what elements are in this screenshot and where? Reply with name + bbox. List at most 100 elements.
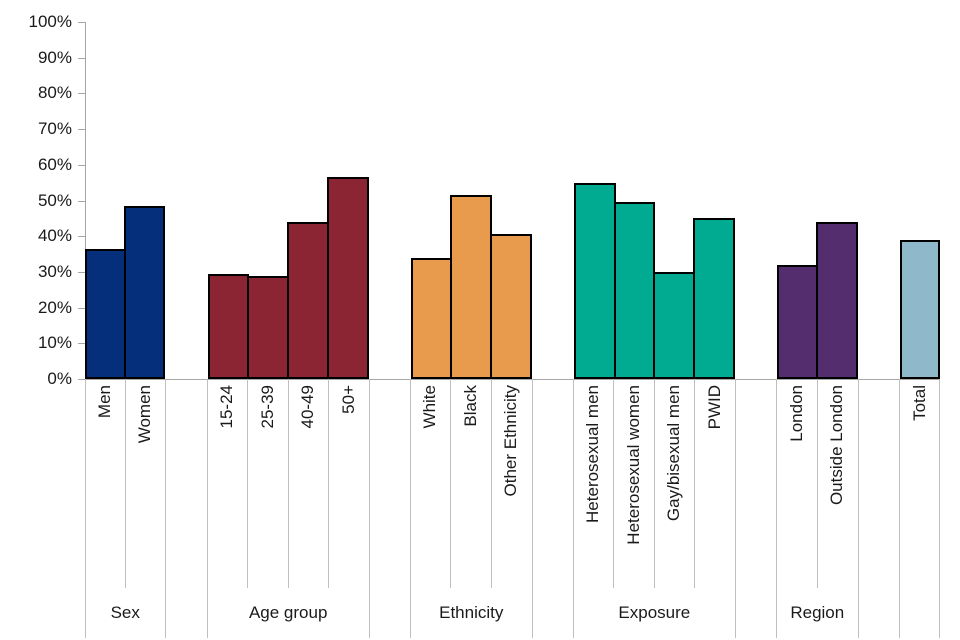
bar xyxy=(490,234,532,379)
bar-label: London xyxy=(786,385,806,442)
bar-label: Black xyxy=(460,385,480,427)
y-tick-label: 50% xyxy=(37,190,72,210)
x-axis-line xyxy=(85,379,940,380)
group-bars xyxy=(85,22,166,379)
y-tick-label: 20% xyxy=(37,297,72,317)
bar-label-cell: Women xyxy=(124,379,166,588)
bar-label-cell: Heterosexual women xyxy=(613,379,653,588)
bar xyxy=(450,195,493,379)
y-tick-label: 100% xyxy=(28,12,72,31)
bar-label: 15-24 xyxy=(217,385,237,429)
y-tick-label: 80% xyxy=(37,83,72,103)
group-bars xyxy=(207,22,369,379)
bar-label: White xyxy=(420,385,440,429)
bar-label-cell: London xyxy=(777,379,817,588)
y-tick-mark xyxy=(78,379,85,380)
group-bars xyxy=(777,22,858,379)
group-label xyxy=(900,588,940,638)
bar-label: Outside London xyxy=(827,385,847,506)
bar xyxy=(613,202,656,379)
bar-label-cell: Heterosexual men xyxy=(574,379,613,588)
y-tick-mark xyxy=(78,236,85,238)
y-tick-label: 60% xyxy=(37,154,72,174)
y-tick-label: 0% xyxy=(47,369,72,388)
bar xyxy=(85,248,127,379)
bar-label: Men xyxy=(94,385,114,419)
bar-label: 25-39 xyxy=(257,385,277,429)
group-gap xyxy=(165,22,208,638)
bar-label-row: London Outside London xyxy=(777,379,857,588)
group-total: Total xyxy=(899,22,940,638)
y-tick-mark xyxy=(78,164,85,166)
y-tick-mark xyxy=(78,22,85,23)
group-region: London Outside London Region xyxy=(777,22,858,638)
bar-label: 50+ xyxy=(338,385,358,414)
bar-label-row: 15-24 25-39 40-49 50+ xyxy=(208,379,369,588)
bar-label-cell: 40-49 xyxy=(287,379,328,588)
group-bars xyxy=(899,22,940,379)
bar-label-row: Men Women xyxy=(85,379,165,588)
group-gap xyxy=(368,22,411,638)
gap-cell xyxy=(531,379,574,638)
bar-label-cell: White xyxy=(411,379,451,588)
plot-area: Men Women Sex 15-24 25-39 40-49 50+ Age … xyxy=(85,22,940,638)
bar-label-cell: 50+ xyxy=(328,379,368,588)
y-tick-label: 30% xyxy=(37,261,72,281)
bar xyxy=(410,257,453,379)
bar xyxy=(207,273,250,379)
bar xyxy=(777,264,819,379)
gap-cell xyxy=(857,379,900,638)
y-tick-mark xyxy=(78,129,85,131)
y-axis-ticks xyxy=(78,22,85,380)
y-tick-label: 40% xyxy=(37,226,72,246)
group-label: Region xyxy=(790,603,845,622)
gap-cell xyxy=(368,379,411,638)
bar-label-row: Heterosexual men Heterosexual women Gay/… xyxy=(574,379,735,588)
bar xyxy=(653,271,696,379)
bar-label: 40-49 xyxy=(298,385,318,429)
bar-label-cell: Gay/bisexual men xyxy=(653,379,694,588)
bar-label-cell: Black xyxy=(450,379,491,588)
y-tick-mark xyxy=(78,271,85,273)
group-age: 15-24 25-39 40-49 50+ Age group xyxy=(207,22,369,638)
group-gap xyxy=(734,22,778,638)
y-tick-mark xyxy=(78,57,85,59)
category-border-line xyxy=(939,379,940,638)
y-tick-mark xyxy=(78,93,85,95)
bar-label-cell: Men xyxy=(85,379,125,588)
group-gap xyxy=(857,22,900,638)
y-tick-mark xyxy=(78,200,85,202)
bar-label-row: Total xyxy=(900,379,940,588)
bar-label-cell: 25-39 xyxy=(247,379,287,588)
y-tick-label: 90% xyxy=(37,47,72,67)
bar xyxy=(816,221,858,379)
group-label: Age group xyxy=(248,603,328,622)
group-label: Exposure xyxy=(618,603,691,622)
bar-label: Women xyxy=(135,385,155,444)
bar-label-cell: PWID xyxy=(694,379,734,588)
bar-label-cell: Other Ethnicity xyxy=(491,379,532,588)
group-label: Sex xyxy=(110,603,140,622)
bar-label: Heterosexual men xyxy=(583,385,603,523)
group-bars xyxy=(573,22,735,379)
gap-cell xyxy=(165,379,208,638)
bar-label-cell: Total xyxy=(900,379,940,588)
bar-label-cell: 15-24 xyxy=(208,379,247,588)
bar xyxy=(247,275,290,379)
bar xyxy=(124,205,166,379)
bar-label: Gay/bisexual men xyxy=(664,385,684,522)
group-ethnicity: White Black Other Ethnicity Ethnicity xyxy=(410,22,532,638)
y-tick-mark xyxy=(78,343,85,345)
bar-label: PWID xyxy=(704,385,724,430)
group-exposure: Heterosexual men Heterosexual women Gay/… xyxy=(573,22,735,638)
y-tick-label: 70% xyxy=(37,119,72,139)
group-bars xyxy=(410,22,532,379)
group-label: Ethnicity xyxy=(439,603,504,622)
bar-label-cell: Outside London xyxy=(816,379,858,588)
y-axis-line xyxy=(85,22,86,379)
bar xyxy=(899,239,940,379)
group-gap xyxy=(531,22,574,638)
bar xyxy=(693,218,735,379)
bar-label: Heterosexual women xyxy=(623,385,643,545)
